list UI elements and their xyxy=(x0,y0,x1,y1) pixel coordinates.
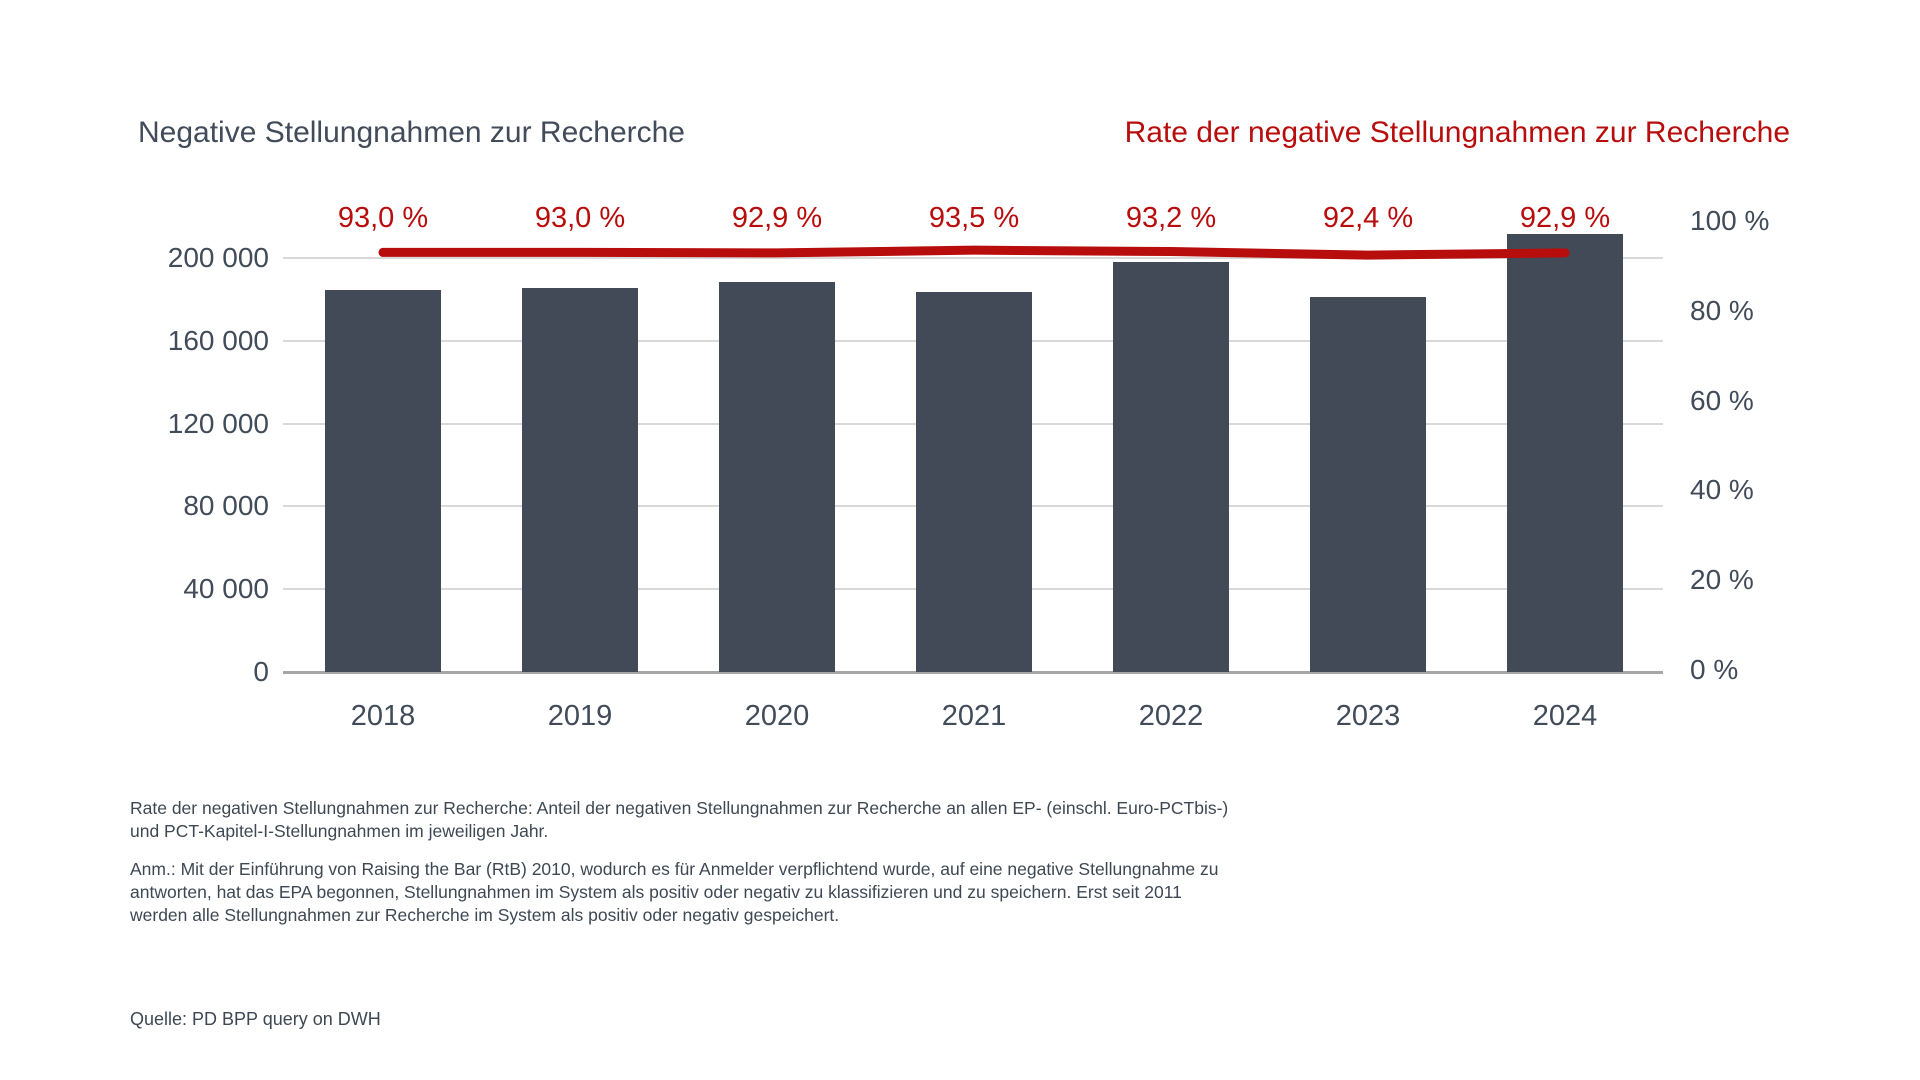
chart-title-bars: Negative Stellungnahmen zur Recherche xyxy=(138,116,685,149)
gridline xyxy=(283,257,1663,259)
bar-2018 xyxy=(325,290,441,672)
bar-2021 xyxy=(916,292,1032,672)
y-axis-right-tick-label: 40 % xyxy=(1690,474,1754,506)
y-axis-right-tick-label: 20 % xyxy=(1690,564,1754,596)
rate-value-label: 93,0 % xyxy=(337,202,429,234)
x-axis-year-label: 2020 xyxy=(744,700,810,732)
rate-value-label: 92,4 % xyxy=(1322,202,1414,234)
rate-trend-line xyxy=(378,245,1570,260)
footnote-definition-line-2: und PCT-Kapitel-I-Stellungnahmen im jewe… xyxy=(130,821,549,841)
y-axis-left-tick-label: 120 000 xyxy=(167,407,269,439)
y-axis-right-tick-label: 0 % xyxy=(1690,654,1739,685)
x-axis-year-label: 2019 xyxy=(547,700,613,732)
bar-2023 xyxy=(1310,297,1426,672)
y-axis-left-tick-label: 0 xyxy=(253,656,269,687)
y-axis-left-tick-label: 80 000 xyxy=(183,490,269,522)
rate-value-label: 93,5 % xyxy=(928,202,1020,234)
x-axis-line xyxy=(283,671,1663,674)
y-axis-left-tick-label: 200 000 xyxy=(167,242,269,273)
bar-2020 xyxy=(719,282,835,672)
x-axis-year-label: 2021 xyxy=(941,700,1007,732)
y-axis-left-tick-label: 40 000 xyxy=(183,573,269,605)
x-axis-year-label: 2022 xyxy=(1138,700,1204,732)
source-line: Quelle: PD BPP query on DWH xyxy=(130,1009,381,1029)
bar-2019 xyxy=(522,288,638,672)
x-axis-year-label: 2018 xyxy=(350,700,416,732)
footnote-anm-line-2: antworten, hat das EPA begonnen, Stellun… xyxy=(130,882,1182,902)
bar-2024 xyxy=(1507,233,1623,672)
footnote-anm-line-1: Anm.: Mit der Einführung von Raising the… xyxy=(130,859,1219,879)
chart-title-rate-line: Rate der negative Stellungnahmen zur Rec… xyxy=(1124,116,1790,149)
footnote-anm-line-3: werden alle Stellungnahmen zur Recherche… xyxy=(130,905,840,925)
y-axis-right-tick-label: 60 % xyxy=(1690,384,1754,416)
y-axis-left-tick-label: 160 000 xyxy=(167,324,269,356)
footnote-definition-line-1: Rate der negativen Stellungnahmen zur Re… xyxy=(130,798,1229,818)
rate-value-label: 93,0 % xyxy=(534,202,626,234)
x-axis-year-label: 2023 xyxy=(1335,700,1401,732)
y-axis-right-tick-label: 100 % xyxy=(1690,205,1770,236)
x-axis-year-label: 2024 xyxy=(1532,700,1598,732)
y-axis-right-tick-label: 80 % xyxy=(1690,294,1754,326)
rate-value-label: 92,9 % xyxy=(731,202,823,234)
rate-value-label: 93,2 % xyxy=(1125,202,1217,234)
bar-2022 xyxy=(1113,261,1229,672)
rate-value-label: 92,9 % xyxy=(1519,202,1611,234)
